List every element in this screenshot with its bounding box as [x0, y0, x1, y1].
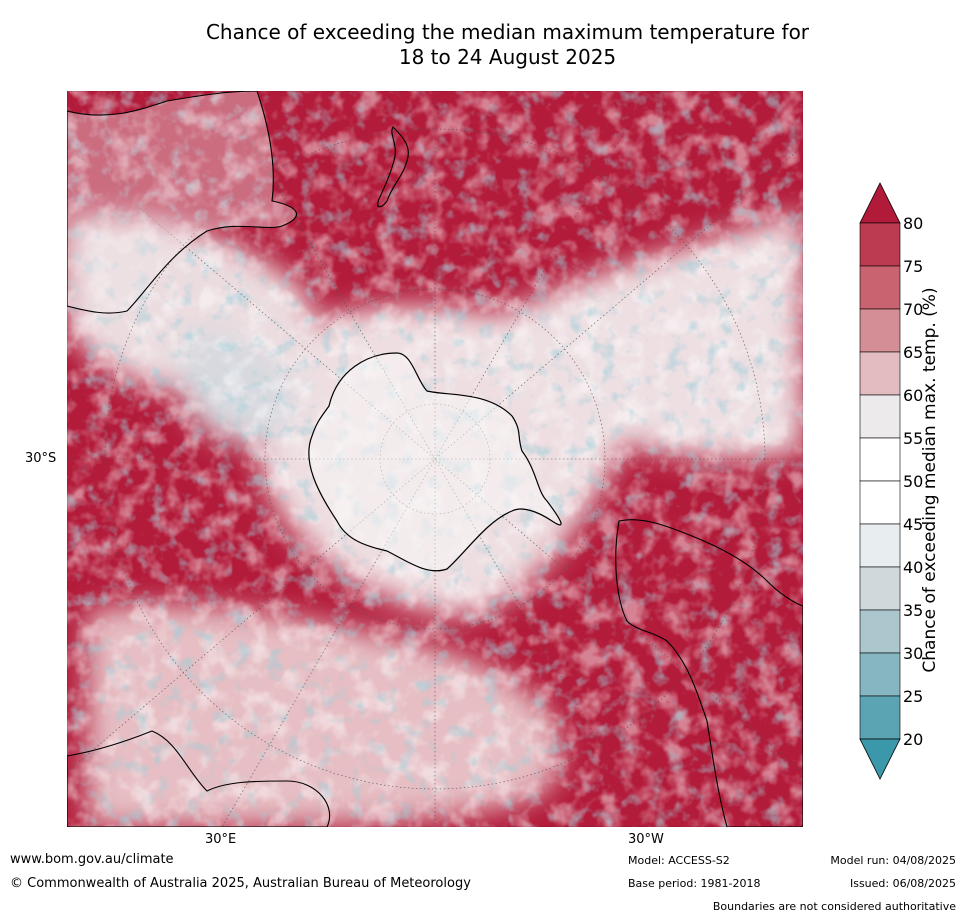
colorbar-segment [859, 523, 901, 568]
issued-date: Issued: 06/08/2025 [849, 877, 956, 890]
colorbar-segment [859, 437, 901, 482]
colorbar-tick-label: 65 [903, 343, 923, 362]
colorbar-tick-label: 50 [903, 472, 923, 491]
colorbar-segment [859, 222, 901, 267]
australia-outline [67, 91, 297, 314]
colorbar-segment [859, 351, 901, 396]
colorbar-tick-label: 30 [903, 644, 923, 663]
colorbar-tick-label: 75 [903, 257, 923, 276]
probability-map [67, 91, 803, 827]
title-line-2: 18 to 24 August 2025 [398, 45, 617, 69]
colorbar-tick-label: 25 [903, 687, 923, 706]
colorbar-tick-label: 55 [903, 429, 923, 448]
new-zealand-outline [377, 126, 409, 208]
colorbar-segment [859, 394, 901, 439]
colorbar-tick-label: 70 [903, 300, 923, 319]
colorbar-tick-label: 40 [903, 558, 923, 577]
colorbar: 80 75 70 65 60 55 50 45 40 35 30 25 20 [859, 182, 923, 780]
boundary-disclaimer: Boundaries are not considered authoritat… [712, 900, 956, 913]
colorbar-segment [859, 480, 901, 525]
colorbar-label-text: Chance of exceeding median max. temp. (%… [920, 287, 940, 673]
colorbar-tick-label: 35 [903, 601, 923, 620]
colorbar-segment [859, 566, 901, 611]
website-link[interactable]: www.bom.gov.au/climate [10, 852, 174, 867]
antarctica-outline [308, 352, 562, 572]
colorbar-segment [859, 609, 901, 654]
colorbar-arrow-high [859, 182, 901, 224]
copyright-text: © Commonwealth of Australia 2025, Austra… [10, 876, 471, 891]
colorbar-tick-label: 20 [903, 730, 923, 749]
latitude-label: 30°S [25, 451, 57, 466]
colorbar-tick-label: 60 [903, 386, 923, 405]
colorbar-segment [859, 265, 901, 310]
colorbar-tick-label: 80 [903, 214, 923, 233]
africa-outline [67, 730, 331, 827]
model-run-date: Model run: 04/08/2025 [830, 854, 956, 867]
title-line-1: Chance of exceeding the median maximum t… [205, 20, 810, 44]
colorbar-arrow-low [859, 738, 901, 780]
colorbar-segment [859, 695, 901, 740]
longitude-label-east: 30°E [205, 832, 237, 847]
base-period: Base period: 1981-2018 [628, 877, 761, 890]
chart-title: Chance of exceeding the median maximum t… [0, 20, 965, 70]
longitude-label-west: 30°W [628, 832, 664, 847]
colorbar-tick-label: 45 [903, 515, 923, 534]
colorbar-segment [859, 652, 901, 697]
south-america-outline [615, 519, 803, 827]
colorbar-segment [859, 308, 901, 353]
model-name: Model: ACCESS-S2 [628, 854, 730, 867]
